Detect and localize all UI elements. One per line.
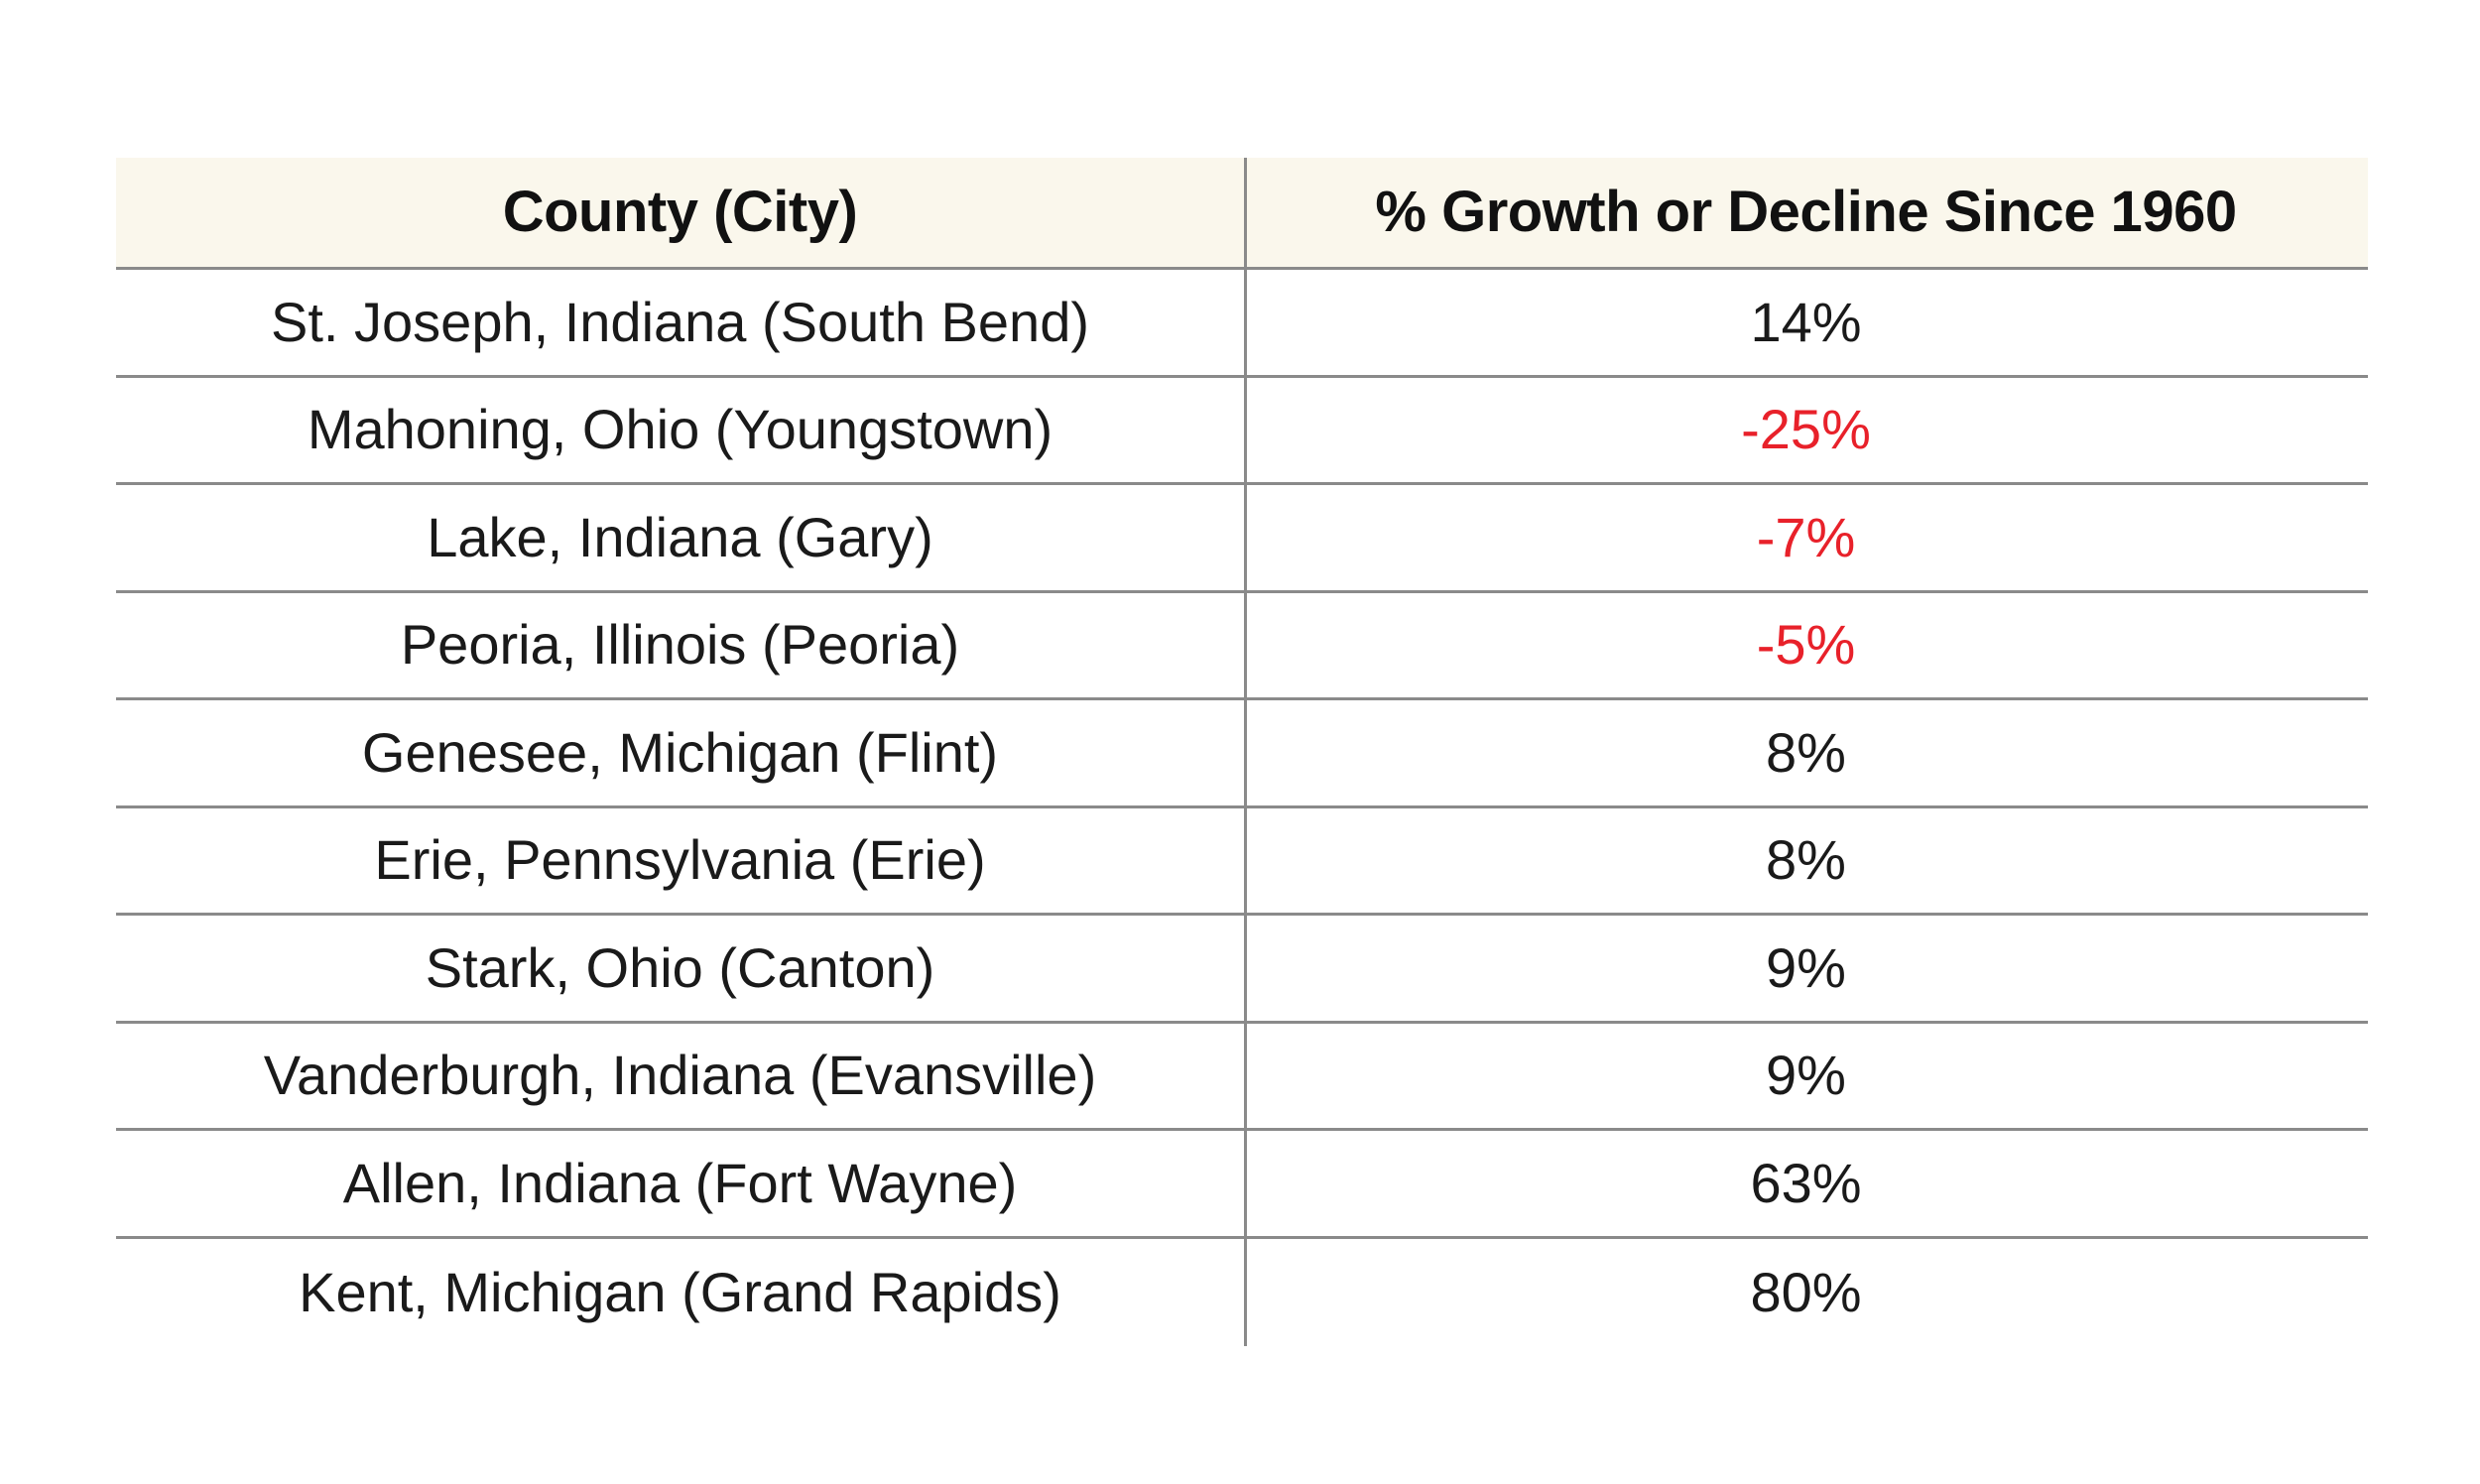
table-row: Stark, Ohio (Canton) 9% <box>116 916 2368 1024</box>
county-cell: Stark, Ohio (Canton) <box>425 935 935 999</box>
table-header-row: County (City) % Growth or Decline Since … <box>116 158 2368 270</box>
growth-value-cell: -5% <box>1756 613 1856 677</box>
growth-value-cell: 9% <box>1766 935 1846 999</box>
table-row: Allen, Indiana (Fort Wayne) 63% <box>116 1131 2368 1239</box>
county-cell: Allen, Indiana (Fort Wayne) <box>342 1151 1018 1214</box>
growth-value-cell: 8% <box>1766 828 1846 892</box>
county-growth-table: County (City) % Growth or Decline Since … <box>116 158 2368 1346</box>
table-row: Peoria, Illinois (Peoria) -5% <box>116 593 2368 700</box>
growth-value-cell: -25% <box>1741 398 1871 461</box>
county-cell: Kent, Michigan (Grand Rapids) <box>299 1260 1061 1323</box>
county-cell: Mahoning, Ohio (Youngstown) <box>307 398 1054 461</box>
column-header-growth: % Growth or Decline Since 1960 <box>1375 180 2237 245</box>
growth-value-cell: 9% <box>1766 1044 1846 1107</box>
growth-value-cell: -7% <box>1756 505 1856 568</box>
growth-value-cell: 80% <box>1750 1260 1862 1323</box>
column-header-county: County (City) <box>502 180 858 245</box>
table-row: Genesee, Michigan (Flint) 8% <box>116 700 2368 808</box>
county-cell: Lake, Indiana (Gary) <box>427 505 933 568</box>
growth-value-cell: 63% <box>1750 1151 1862 1214</box>
table-row: Lake, Indiana (Gary) -7% <box>116 485 2368 593</box>
growth-value-cell: 14% <box>1750 290 1862 353</box>
table-row: Mahoning, Ohio (Youngstown) -25% <box>116 378 2368 485</box>
county-cell: Erie, Pennsylvania (Erie) <box>374 828 986 892</box>
growth-value-cell: 8% <box>1766 720 1846 784</box>
table-row: Vanderburgh, Indiana (Evansville) 9% <box>116 1024 2368 1131</box>
table-body: St. Joseph, Indiana (South Bend) 14% Mah… <box>116 270 2368 1346</box>
county-cell: Peoria, Illinois (Peoria) <box>400 613 960 677</box>
county-cell: Genesee, Michigan (Flint) <box>361 720 999 784</box>
table-row: Erie, Pennsylvania (Erie) 8% <box>116 808 2368 916</box>
column-divider-line <box>1244 158 1247 1346</box>
county-cell: St. Joseph, Indiana (South Bend) <box>271 290 1089 353</box>
table-row: Kent, Michigan (Grand Rapids) 80% <box>116 1239 2368 1347</box>
county-cell: Vanderburgh, Indiana (Evansville) <box>263 1044 1097 1107</box>
table-row: St. Joseph, Indiana (South Bend) 14% <box>116 270 2368 378</box>
